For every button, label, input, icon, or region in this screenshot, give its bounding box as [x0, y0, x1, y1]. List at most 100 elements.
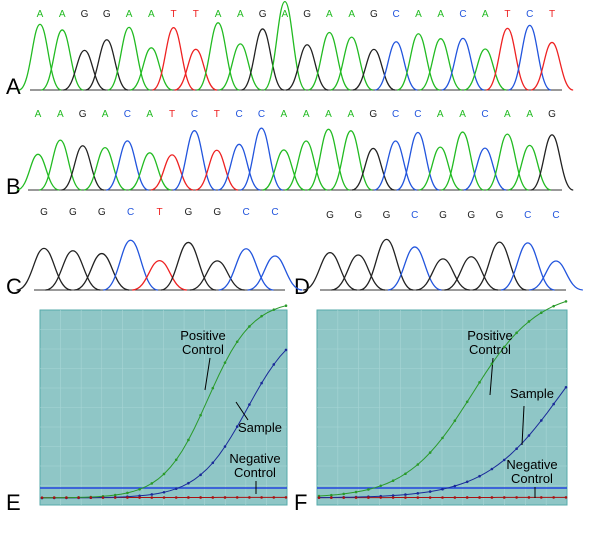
trace-peak [16, 153, 60, 191]
data-point [354, 490, 358, 494]
panel-label-f: F [294, 490, 307, 515]
trace-peak [83, 146, 127, 191]
qpcr-plot-f: Positive Control Sample Negative Control [316, 300, 568, 506]
data-point [211, 461, 215, 465]
trace-peak [530, 41, 574, 91]
data-point [101, 496, 105, 499]
trace-peak [16, 247, 72, 291]
trace-peak [74, 252, 130, 291]
base-call: G [370, 9, 378, 20]
trace-peak [303, 252, 357, 291]
data-point [235, 340, 239, 344]
base-call: T [549, 9, 555, 20]
base-call: A [325, 109, 332, 120]
data-point [391, 494, 395, 497]
base-call: A [35, 109, 42, 120]
data-point [527, 434, 531, 437]
trace-peak [103, 239, 159, 291]
trace-peak [529, 260, 583, 291]
base-call: G [354, 210, 362, 221]
base-call: C [392, 109, 399, 120]
annotation-control: Control [511, 471, 553, 486]
base-call: C [411, 210, 418, 221]
data-point [317, 496, 321, 499]
trace-peak [172, 130, 216, 191]
base-call: T [169, 109, 175, 120]
annotation-control: Control [182, 342, 224, 357]
plot-grid [40, 310, 287, 505]
data-point [391, 496, 395, 499]
base-call: T [171, 9, 177, 20]
trace-peak [508, 24, 552, 91]
trace-peak [189, 260, 245, 291]
base-call: C [393, 9, 400, 20]
data-point [174, 458, 178, 462]
base-call: G [81, 9, 89, 20]
data-point [162, 496, 166, 499]
data-point [540, 496, 543, 499]
base-call: A [415, 9, 422, 20]
data-point [330, 496, 333, 499]
data-point [428, 496, 432, 499]
data-point [162, 490, 166, 494]
data-point [260, 496, 263, 499]
data-point [441, 487, 444, 491]
trace-peak [330, 36, 374, 91]
base-call: C [191, 109, 198, 120]
base-call: A [504, 109, 511, 120]
data-point [527, 496, 531, 499]
data-point [502, 345, 506, 349]
base-call: C [526, 9, 533, 20]
data-point [367, 488, 370, 491]
data-point [284, 348, 288, 352]
data-point [138, 487, 141, 491]
data-point [465, 480, 469, 484]
base-call: G [383, 210, 391, 221]
trace-peak [444, 256, 499, 291]
trace-peak [351, 147, 395, 191]
trace-peak [463, 48, 507, 91]
trace-peak [352, 48, 396, 91]
base-call: C [524, 210, 531, 221]
base-call: G [184, 207, 192, 218]
trace-peak [128, 152, 172, 191]
data-point [199, 473, 202, 477]
pointer-arrow [235, 401, 249, 421]
trace-peak [61, 145, 105, 191]
trace-peak [441, 131, 485, 191]
trace-peak [174, 48, 218, 91]
data-point [211, 386, 215, 390]
data-point [502, 458, 506, 462]
trace-peak [500, 242, 555, 291]
trace-peak [374, 41, 418, 91]
annotation-sample: Sample [238, 420, 282, 435]
base-call: A [348, 109, 355, 120]
data-point [150, 496, 154, 499]
base-call: A [326, 9, 333, 20]
annotation-control: Control [469, 342, 511, 357]
trace-peak [463, 147, 507, 191]
trace-peak [387, 246, 442, 291]
trace-peak [247, 255, 303, 291]
data-point [342, 492, 346, 496]
data-point [465, 400, 469, 404]
data-point [478, 496, 481, 499]
trace-peak [306, 128, 351, 191]
base-call: G [439, 210, 447, 221]
trace-peak [85, 39, 129, 91]
data-point [391, 479, 395, 483]
annotation-negative: Negative [506, 457, 557, 472]
base-call: G [40, 207, 48, 218]
data-point [515, 331, 518, 335]
trace-peak [152, 26, 195, 91]
base-call: A [215, 9, 222, 20]
data-point [379, 496, 383, 499]
base-call: T [504, 9, 510, 20]
pointer-arrow [521, 405, 525, 446]
base-call: A [459, 109, 466, 120]
data-point [113, 493, 117, 497]
data-point [138, 496, 141, 499]
base-call: C [236, 109, 243, 120]
